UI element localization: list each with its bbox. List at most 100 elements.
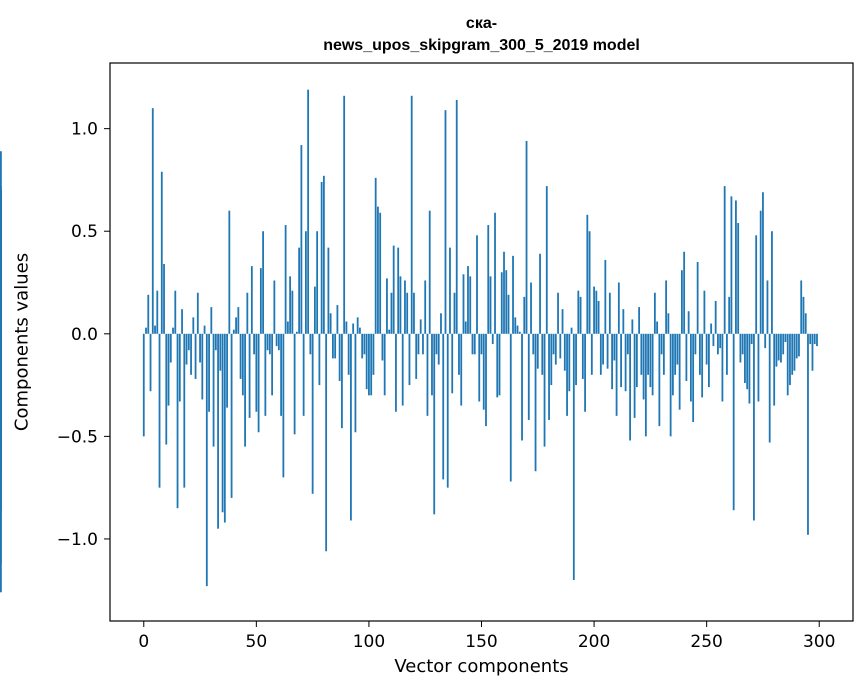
bar [440, 313, 442, 334]
bar [0, 300, 2, 334]
bar [458, 333, 460, 375]
bar [397, 247, 400, 334]
bar [289, 276, 292, 334]
bar [268, 333, 271, 355]
bar [262, 231, 264, 334]
bar [302, 333, 305, 416]
bar [264, 333, 267, 416]
bar [647, 333, 650, 375]
bar [309, 333, 312, 355]
bar [671, 333, 674, 396]
x-tick-label: 300 [803, 632, 835, 652]
bar [615, 333, 618, 416]
bar [667, 313, 670, 334]
bar [651, 333, 654, 396]
bar [685, 333, 688, 381]
bar [165, 333, 168, 445]
bar [800, 280, 803, 334]
bar [786, 333, 789, 396]
chart-title-line-1: ска- [465, 15, 498, 32]
bar [300, 145, 303, 334]
bar [370, 333, 373, 396]
bar [259, 268, 262, 334]
bar [295, 331, 298, 334]
bar [446, 333, 449, 488]
bar [570, 327, 573, 334]
bar [597, 300, 600, 334]
bar [329, 313, 332, 334]
bar [635, 333, 638, 388]
bar [192, 317, 195, 334]
bar [223, 333, 226, 523]
bar [485, 333, 487, 427]
bar [527, 333, 530, 420]
x-tick-label: 150 [465, 632, 497, 652]
bar [674, 333, 677, 375]
bar [595, 290, 598, 334]
bar [708, 333, 710, 388]
bar [390, 292, 393, 334]
bar [545, 186, 548, 334]
bar [692, 333, 695, 422]
bar [431, 333, 433, 396]
bar [703, 290, 706, 334]
bar [552, 333, 555, 355]
bar [550, 333, 553, 386]
bar [656, 321, 659, 334]
bar [543, 333, 546, 447]
bar [473, 333, 476, 355]
bar [579, 296, 582, 334]
bar [748, 333, 751, 404]
bar [689, 333, 692, 402]
bar [505, 270, 508, 334]
bar [169, 333, 172, 363]
bar [687, 311, 690, 334]
bar [568, 333, 571, 392]
bar [203, 325, 206, 334]
bar [327, 247, 330, 334]
bar [244, 333, 246, 447]
bar [789, 333, 791, 386]
bar [248, 333, 251, 418]
bar [386, 278, 388, 334]
bar [237, 307, 240, 334]
bar [518, 331, 521, 334]
bar [744, 333, 746, 384]
bar [680, 270, 683, 334]
bar [356, 317, 359, 334]
bar [183, 333, 186, 488]
bar [791, 333, 794, 375]
bar [726, 333, 728, 375]
bar [433, 333, 436, 515]
bar [548, 333, 550, 420]
bar [577, 290, 580, 334]
bar [775, 333, 778, 367]
bar [304, 231, 307, 334]
bar [235, 317, 237, 334]
bar [336, 305, 339, 334]
y-tick-label: 1.0 [71, 120, 98, 140]
bar [683, 251, 686, 334]
bar [383, 333, 386, 396]
bar [773, 333, 776, 406]
bar [199, 333, 201, 363]
bar [602, 333, 604, 365]
bar [617, 282, 620, 334]
bar [507, 294, 510, 334]
bar [629, 333, 631, 441]
bar [798, 333, 800, 357]
bar [210, 307, 213, 334]
bar [608, 292, 611, 334]
bar [782, 333, 785, 355]
bar [343, 95, 346, 334]
bar [214, 333, 217, 351]
bar [514, 317, 517, 334]
bar [359, 327, 361, 334]
bar [746, 333, 749, 390]
bar [813, 333, 816, 345]
bar [149, 333, 152, 392]
bar [753, 333, 755, 521]
bar [599, 333, 602, 375]
bar [710, 323, 713, 334]
bar [163, 264, 165, 334]
